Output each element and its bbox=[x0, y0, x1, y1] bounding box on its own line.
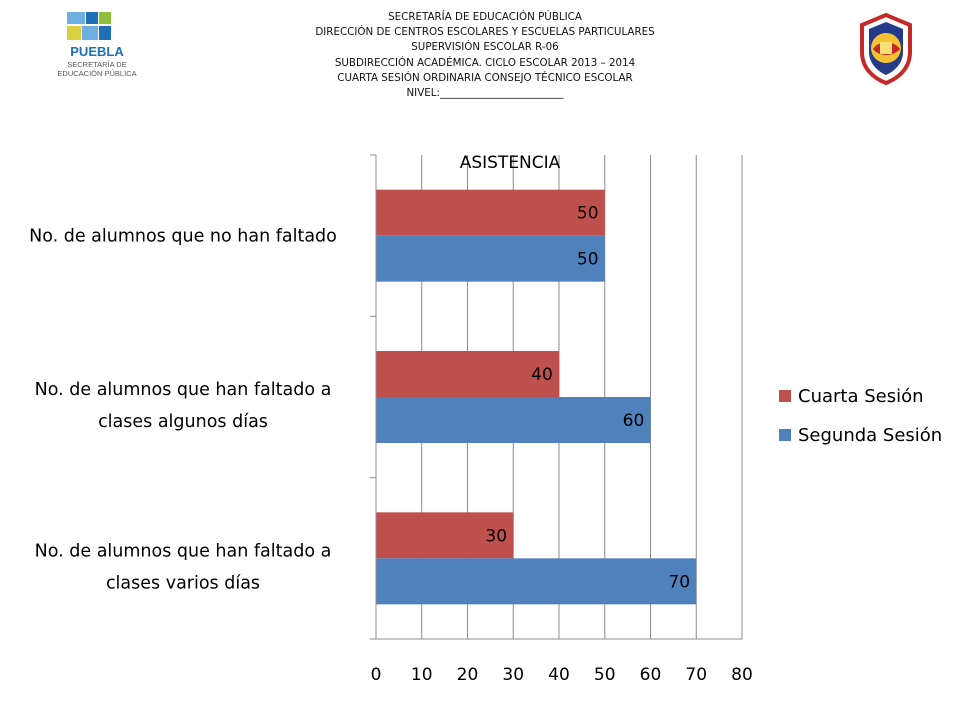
x-tick-label-2: 20 bbox=[457, 665, 479, 685]
x-tick-label-6: 60 bbox=[640, 665, 662, 685]
header-line-4: SUBDIRECCIÓN ACADÉMICA. CICLO ESCOLAR 20… bbox=[334, 56, 636, 69]
data-label-1-series-1: 60 bbox=[623, 411, 645, 431]
category-label-0-line-0: No. de alumnos que no han faltado bbox=[29, 227, 337, 247]
data-label-2-series-0: 30 bbox=[485, 526, 507, 546]
header-line-3: SUPERVISIÓN ESCOLAR R-06 bbox=[411, 41, 559, 54]
chart-bars bbox=[376, 189, 697, 605]
data-label-0-series-1: 50 bbox=[577, 250, 599, 270]
document-header: SECRETARÍA DE EDUCACIÓN PÚBLICA DIRECCIÓ… bbox=[270, 10, 700, 101]
category-label-1-line-1: clases algunos días bbox=[98, 412, 268, 432]
data-label-0-series-0: 50 bbox=[577, 204, 599, 224]
category-label-2-line-0: No. de alumnos que han faltado a bbox=[35, 541, 332, 561]
x-tick-label-5: 50 bbox=[594, 665, 616, 685]
category-label-1-line-0: No. de alumnos que han faltado a bbox=[35, 380, 332, 400]
legend-swatch-0 bbox=[779, 390, 791, 402]
data-label-2-series-1: 70 bbox=[668, 572, 690, 592]
x-tick-label-0: 0 bbox=[371, 665, 382, 685]
logo-education-text: EDUCACIÓN PÚBLICA bbox=[57, 69, 136, 78]
chart-legend: Cuarta Sesión Segunda Sesión bbox=[779, 386, 942, 446]
chart-labels: ASISTENCIA 50 50 No. de alumnos que no han … bbox=[29, 153, 690, 593]
legend-label-1: Segunda Sesión bbox=[798, 425, 942, 446]
x-tick-label-3: 30 bbox=[502, 665, 524, 685]
header-line-1: SECRETARÍA DE EDUCACIÓN PÚBLICA bbox=[388, 11, 582, 23]
chart-axis: 0 10 20 30 40 50 60 70 80 bbox=[370, 154, 753, 685]
chart-title: ASISTENCIA bbox=[460, 153, 561, 173]
logo-puebla-text: PUEBLA bbox=[70, 44, 124, 59]
bar-0-series-0 bbox=[376, 189, 605, 236]
x-tick-label-8: 80 bbox=[731, 665, 753, 685]
data-label-1-series-0: 40 bbox=[531, 365, 553, 385]
x-tick-label-1: 10 bbox=[411, 665, 433, 685]
header-line-6: NIVEL:________________________ bbox=[406, 87, 564, 100]
bar-1-series-0 bbox=[376, 351, 559, 397]
header-line-5: CUARTA SESIÓN ORDINARIA CONSEJO TÉCNICO … bbox=[337, 71, 633, 84]
category-label-2-line-1: clases varios días bbox=[106, 573, 260, 593]
bar-1-series-1 bbox=[376, 397, 651, 443]
legend-label-0: Cuarta Sesión bbox=[798, 386, 924, 407]
x-tick-label-4: 40 bbox=[548, 665, 570, 685]
bar-2-series-0 bbox=[376, 512, 514, 559]
school-shield-logo bbox=[860, 12, 912, 86]
puebla-sep-logo: PUEBLA SECRETARÍA DE EDUCACIÓN PÚBLICA bbox=[57, 12, 137, 78]
x-tick-label-7: 70 bbox=[685, 665, 707, 685]
header-line-2: DIRECCIÓN DE CENTROS ESCOLARES Y ESCUELA… bbox=[315, 26, 655, 39]
logo-secretaria-text: SECRETARÍA DE bbox=[67, 60, 126, 69]
bar-0-series-1 bbox=[376, 235, 605, 282]
legend-swatch-1 bbox=[779, 429, 791, 441]
bar-2-series-1 bbox=[376, 558, 697, 605]
